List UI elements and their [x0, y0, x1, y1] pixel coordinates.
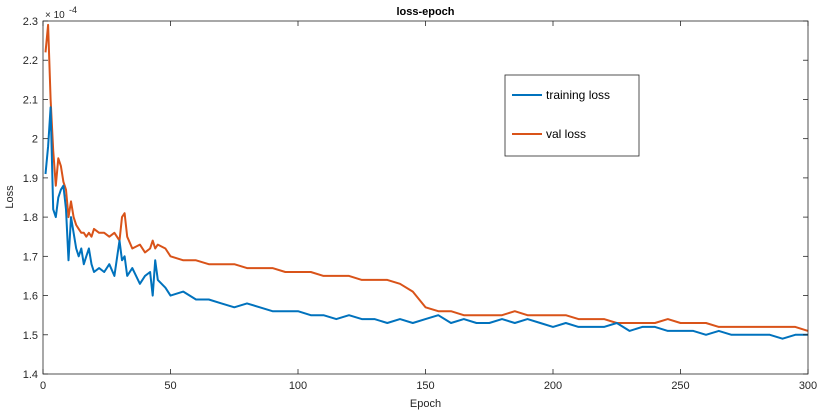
legend-label-val-loss: val loss	[546, 127, 586, 141]
x-tick-label: 50	[164, 380, 176, 392]
plot-area	[43, 21, 808, 374]
y-tick-label: 1.8	[23, 212, 38, 224]
series-layer	[44, 23, 809, 340]
x-tick-label: 200	[544, 380, 562, 392]
series-val-loss-line	[44, 23, 809, 332]
x-tick-label: 250	[671, 380, 689, 392]
y-tick-label: 1.6	[23, 291, 38, 303]
y-tick-label: 1.4	[23, 369, 38, 381]
x-tick-label: 300	[799, 380, 817, 392]
series-training-loss-line	[44, 106, 808, 340]
x-tick-label: 150	[416, 380, 434, 392]
y-tick-label: 2	[32, 134, 38, 146]
legend: training loss val loss	[504, 74, 640, 157]
y-tick-label: 2.1	[23, 94, 38, 106]
legend-label-training-loss: training loss	[546, 88, 610, 102]
y-axis-label: Loss	[4, 185, 16, 209]
legend-box	[504, 74, 640, 157]
y-tick-label: 1.7	[23, 251, 38, 263]
y-axis-ticks: 1.4 1.5 1.6 1.7 1.8 1.9 2 2.1 2.2 2.3	[23, 16, 808, 381]
chart-title: loss-epoch	[396, 6, 454, 18]
x-axis-ticks: 0 50 100 150 200 250 300	[40, 21, 817, 392]
x-tick-label: 0	[40, 380, 46, 392]
x-tick-label: 100	[289, 380, 307, 392]
y-axis-exponent-power: -4	[69, 5, 77, 15]
y-axis-exponent: × 10 -4	[45, 5, 77, 21]
y-tick-label: 1.5	[23, 330, 38, 342]
y-tick-label: 2.3	[23, 16, 38, 28]
y-tick-label: 1.9	[23, 173, 38, 185]
y-axis-exponent-base: × 10	[45, 10, 65, 21]
y-tick-label: 2.2	[23, 55, 38, 67]
x-axis-label: Epoch	[410, 398, 441, 410]
